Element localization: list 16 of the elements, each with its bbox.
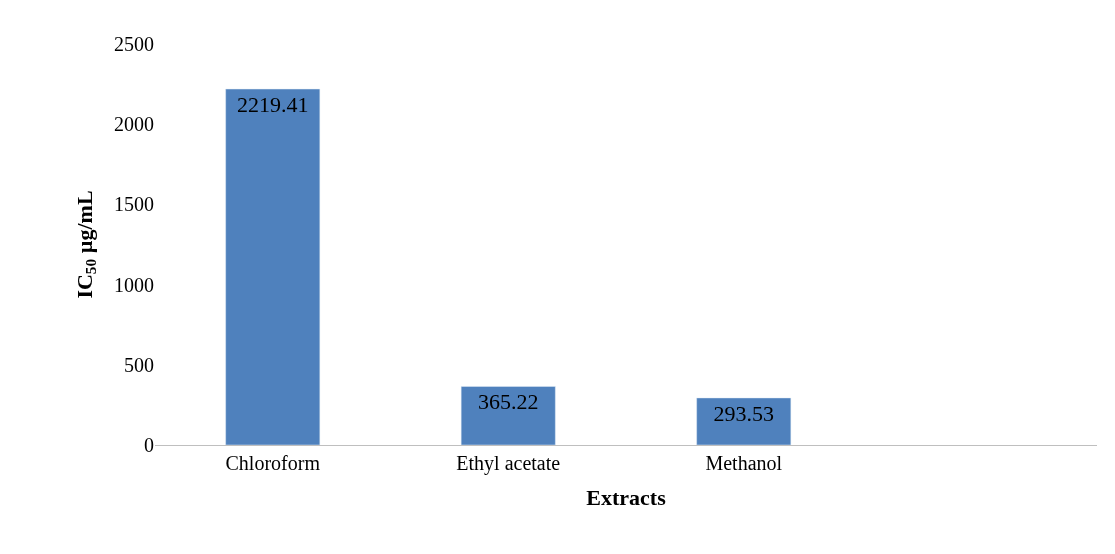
data-label: 2219.41	[237, 92, 309, 118]
bar	[460, 386, 556, 445]
y-tick-label: 500	[124, 353, 154, 376]
x-tick-label: Chloroform	[225, 452, 321, 474]
y-tick-label: 1000	[114, 273, 154, 296]
y-tick-label: 2000	[114, 113, 154, 136]
data-label: 365.22	[478, 389, 539, 415]
y-tick-label: 0	[144, 434, 154, 456]
y-tick-label: 1500	[114, 193, 154, 216]
y-tick-label: 2500	[114, 33, 154, 55]
x-axis-title: Extracts	[586, 484, 667, 510]
data-label: 293.53	[713, 400, 774, 426]
bar	[696, 397, 792, 445]
x-tick-label: Ethyl acetate	[456, 452, 561, 475]
bar	[225, 88, 321, 445]
x-tick-label: Methanol	[705, 452, 783, 474]
